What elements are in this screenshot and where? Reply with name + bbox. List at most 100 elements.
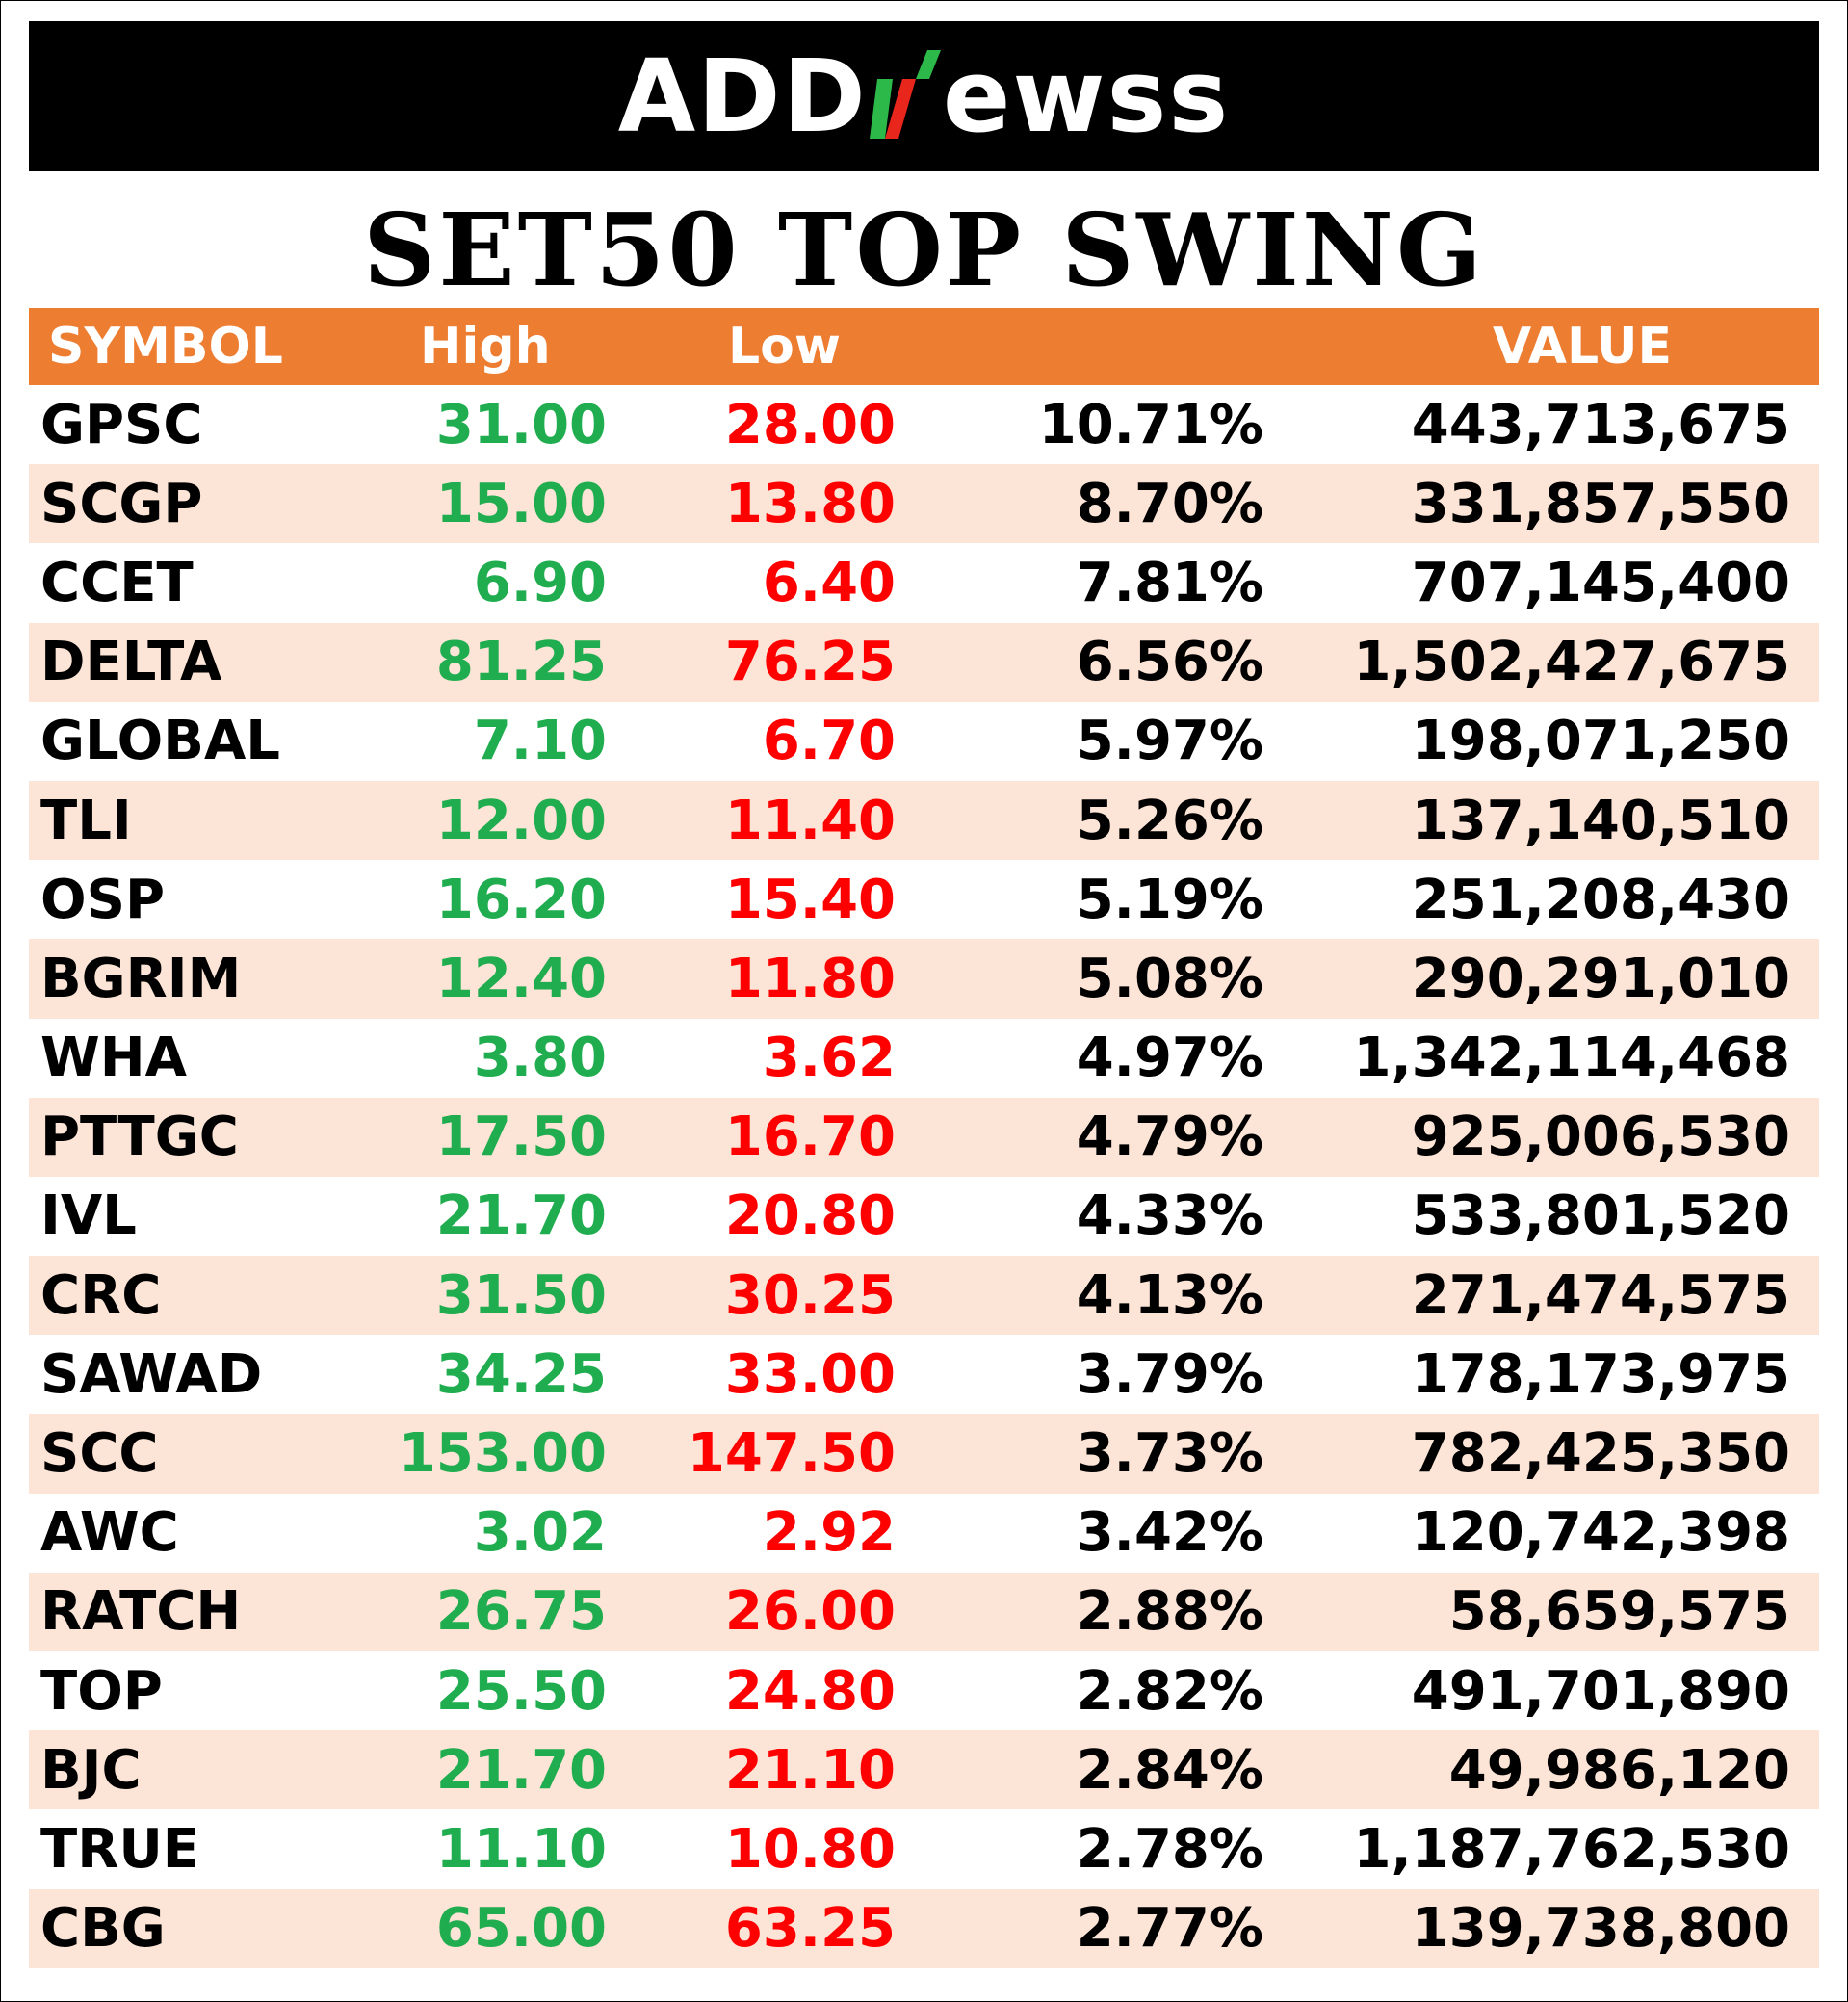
header-value: VALUE	[1493, 318, 1672, 376]
low-cell: 11.80	[724, 947, 896, 1010]
high-cell: 3.02	[473, 1501, 607, 1565]
high-cell: 17.50	[435, 1105, 607, 1169]
change-cell: 4.13%	[1076, 1263, 1263, 1327]
table-row: TOP 25.50 24.80 2.82% 491,701,890	[29, 1651, 1819, 1730]
header-high: High	[420, 318, 551, 376]
value-cell: 1,187,762,530	[1353, 1817, 1790, 1881]
symbol-cell: RATCH	[40, 1580, 242, 1644]
symbol-cell: GPSC	[40, 393, 203, 456]
table-row: SAWAD 34.25 33.00 3.79% 178,173,975	[29, 1335, 1819, 1414]
low-cell: 10.80	[724, 1817, 896, 1881]
value-cell: 251,208,430	[1411, 868, 1790, 931]
logo-text-left: ADD	[617, 38, 868, 155]
change-cell: 5.26%	[1076, 789, 1263, 852]
symbol-cell: SCGP	[40, 472, 203, 535]
symbol-cell: AWC	[40, 1501, 179, 1565]
low-cell: 20.80	[724, 1184, 896, 1248]
change-cell: 5.19%	[1076, 868, 1263, 931]
logo-text-right: ewss	[942, 38, 1231, 155]
change-cell: 6.56%	[1076, 631, 1263, 694]
table-row: IVL 21.70 20.80 4.33% 533,801,520	[29, 1177, 1819, 1256]
table-row: BJC 21.70 21.10 2.84% 49,986,120	[29, 1730, 1819, 1810]
low-cell: 3.62	[762, 1027, 896, 1090]
value-cell: 198,071,250	[1411, 710, 1790, 773]
value-cell: 1,342,114,468	[1353, 1027, 1790, 1090]
change-cell: 8.70%	[1076, 472, 1263, 535]
table-row: GPSC 31.00 28.00 10.71% 443,713,675	[29, 385, 1819, 464]
high-cell: 81.25	[435, 631, 607, 694]
low-cell: 6.40	[762, 551, 896, 614]
low-cell: 6.70	[762, 710, 896, 773]
high-cell: 15.00	[435, 472, 607, 535]
value-cell: 925,006,530	[1411, 1105, 1790, 1169]
table-row: BGRIM 12.40 11.80 5.08% 290,291,010	[29, 939, 1819, 1019]
change-cell: 4.79%	[1076, 1105, 1263, 1169]
value-cell: 58,659,575	[1448, 1580, 1790, 1644]
symbol-cell: CCET	[40, 551, 194, 614]
low-cell: 24.80	[724, 1659, 896, 1723]
high-cell: 12.00	[435, 789, 607, 852]
symbol-cell: SCC	[40, 1422, 159, 1486]
table-row: RATCH 26.75 26.00 2.88% 58,659,575	[29, 1572, 1819, 1651]
symbol-cell: SAWAD	[40, 1342, 263, 1406]
high-cell: 6.90	[473, 551, 607, 614]
low-cell: 2.92	[762, 1501, 896, 1565]
value-cell: 707,145,400	[1411, 551, 1790, 614]
low-cell: 15.40	[724, 868, 896, 931]
low-cell: 33.00	[724, 1342, 896, 1406]
symbol-cell: TOP	[40, 1659, 163, 1723]
change-cell: 3.42%	[1076, 1501, 1263, 1565]
low-cell: 21.10	[724, 1738, 896, 1802]
high-cell: 21.70	[435, 1738, 607, 1802]
value-cell: 290,291,010	[1411, 947, 1790, 1010]
high-cell: 153.00	[398, 1422, 607, 1486]
symbol-cell: GLOBAL	[40, 710, 280, 773]
value-cell: 178,173,975	[1411, 1342, 1790, 1406]
high-cell: 26.75	[435, 1580, 607, 1644]
logo-n-icon	[869, 50, 941, 139]
value-cell: 271,474,575	[1411, 1263, 1790, 1327]
low-cell: 28.00	[724, 393, 896, 456]
low-cell: 16.70	[724, 1105, 896, 1169]
table-row: WHA 3.80 3.62 4.97% 1,342,114,468	[29, 1019, 1819, 1098]
symbol-cell: CBG	[40, 1897, 166, 1961]
change-cell: 2.77%	[1076, 1897, 1263, 1961]
high-cell: 65.00	[435, 1897, 607, 1961]
page-title: SET50 TOP SWING	[363, 191, 1485, 309]
value-cell: 139,738,800	[1411, 1897, 1790, 1961]
table-row: CBG 65.00 63.25 2.77% 139,738,800	[29, 1888, 1819, 1968]
table-header-row: SYMBOL High Low VALUE	[29, 308, 1819, 385]
low-cell: 30.25	[724, 1263, 896, 1327]
high-cell: 7.10	[473, 710, 607, 773]
table-row: SCGP 15.00 13.80 8.70% 331,857,550	[29, 464, 1819, 544]
symbol-cell: BJC	[40, 1738, 142, 1802]
high-cell: 31.50	[435, 1263, 607, 1327]
change-cell: 4.33%	[1076, 1184, 1263, 1248]
symbol-cell: WHA	[40, 1027, 187, 1090]
high-cell: 12.40	[435, 947, 607, 1010]
table-row: TLI 12.00 11.40 5.26% 137,140,510	[29, 780, 1819, 861]
swing-table: SYMBOL High Low VALUE GPSC 31.00 28.00 10.7…	[29, 308, 1819, 1968]
table-row: CCET 6.90 6.40 7.81% 707,145,400	[29, 543, 1819, 622]
low-cell: 13.80	[724, 472, 896, 535]
table-row: DELTA 81.25 76.25 6.56% 1,502,427,675	[29, 622, 1819, 702]
value-cell: 491,701,890	[1411, 1659, 1790, 1723]
symbol-cell: TLI	[40, 789, 132, 852]
symbol-cell: PTTGC	[40, 1105, 239, 1169]
logo-banner: ADD ewss	[29, 21, 1819, 171]
symbol-cell: TRUE	[40, 1817, 200, 1881]
high-cell: 11.10	[435, 1817, 607, 1881]
table-row: CRC 31.50 30.25 4.13% 271,474,575	[29, 1256, 1819, 1336]
change-cell: 5.97%	[1076, 710, 1263, 773]
change-cell: 5.08%	[1076, 947, 1263, 1010]
table-row: OSP 16.20 15.40 5.19% 251,208,430	[29, 860, 1819, 939]
high-cell: 34.25	[435, 1342, 607, 1406]
addnewss-logo: ADD ewss	[618, 38, 1231, 155]
high-cell: 25.50	[435, 1659, 607, 1723]
low-cell: 76.25	[724, 631, 896, 694]
header-low: Low	[728, 318, 841, 376]
change-cell: 3.73%	[1076, 1422, 1263, 1486]
change-cell: 2.82%	[1076, 1659, 1263, 1723]
change-cell: 2.78%	[1076, 1817, 1263, 1881]
table-row: GLOBAL 7.10 6.70 5.97% 198,071,250	[29, 702, 1819, 781]
